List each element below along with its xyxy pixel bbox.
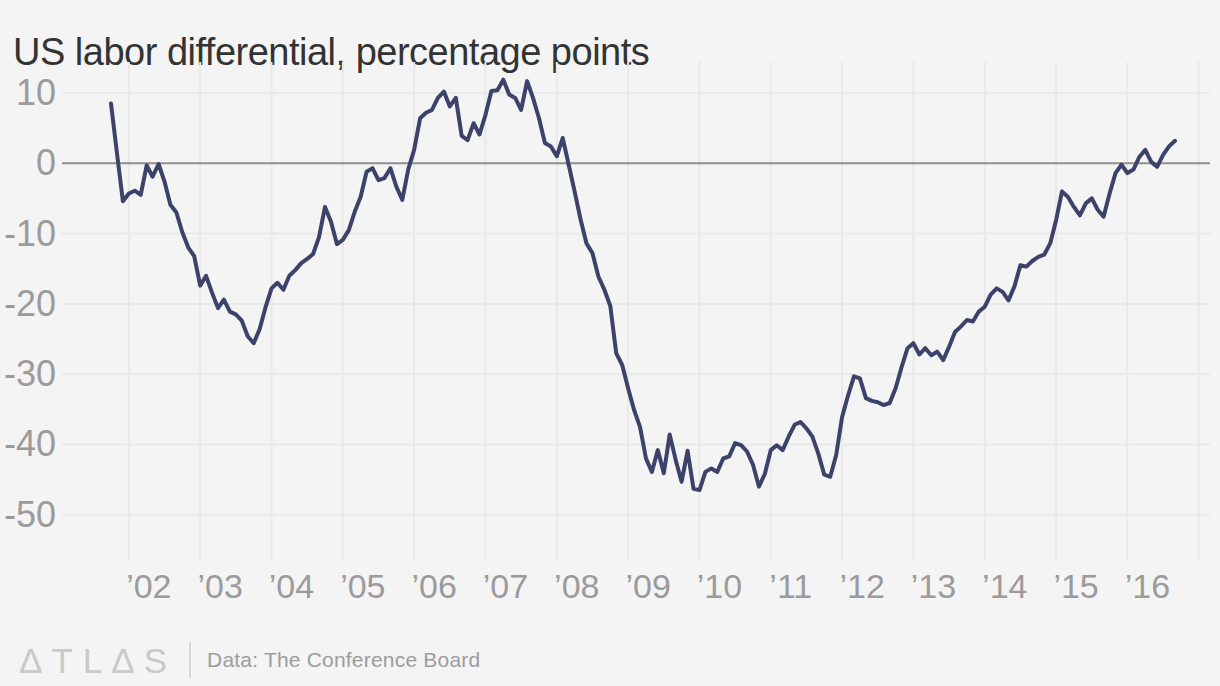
x-tick-label: ’07 xyxy=(483,567,528,605)
line-chart: 100-10-20-30-40-50’02’03’04’05’06’07’08’… xyxy=(0,0,1220,686)
y-tick-label: 10 xyxy=(16,72,56,113)
x-tick-label: ’06 xyxy=(411,567,456,605)
y-tick-label: -10 xyxy=(4,213,56,254)
y-tick-label: -40 xyxy=(4,423,56,464)
x-tick-label: ’10 xyxy=(697,567,742,605)
x-tick-label: ’11 xyxy=(769,567,812,605)
x-tick-label: ’09 xyxy=(625,567,670,605)
y-tick-label: -30 xyxy=(4,353,56,394)
y-tick-label: -20 xyxy=(4,283,56,324)
y-tick-label: -50 xyxy=(4,494,56,535)
y-tick-label: 0 xyxy=(36,142,56,183)
footer-divider xyxy=(189,642,191,678)
x-axis-labels: ’02 ’03 ’04 ’05 ’06 ’07 ’08 ’09 ’10 ’11 ’12 ’13 ’14 ’… xyxy=(126,567,1170,605)
x-tick-label: ’05 xyxy=(340,567,385,605)
x-tick-label: ’03 xyxy=(197,567,242,605)
x-tick-label: ’04 xyxy=(269,567,314,605)
data-attribution: Data: The Conference Board xyxy=(207,648,480,672)
footer: ∆TL∆S Data: The Conference Board xyxy=(20,638,480,682)
x-tick-label: ’08 xyxy=(554,567,599,605)
x-tick-label: ’13 xyxy=(911,567,956,605)
x-tick-label: ’14 xyxy=(982,567,1027,605)
y-axis-labels: 10 0 -10 -20 -30 -40 -50 xyxy=(4,72,56,535)
horizontal-gridlines xyxy=(62,93,1210,515)
atlas-logo: ∆TL∆S xyxy=(20,643,177,678)
x-tick-label: ’16 xyxy=(1125,567,1170,605)
x-tick-label: ’15 xyxy=(1053,567,1098,605)
vertical-gridlines xyxy=(129,62,1199,560)
x-tick-label: ’12 xyxy=(839,567,884,605)
x-tick-label: ’02 xyxy=(126,567,171,605)
chart-canvas: US labor differential, percentage points… xyxy=(0,0,1220,686)
